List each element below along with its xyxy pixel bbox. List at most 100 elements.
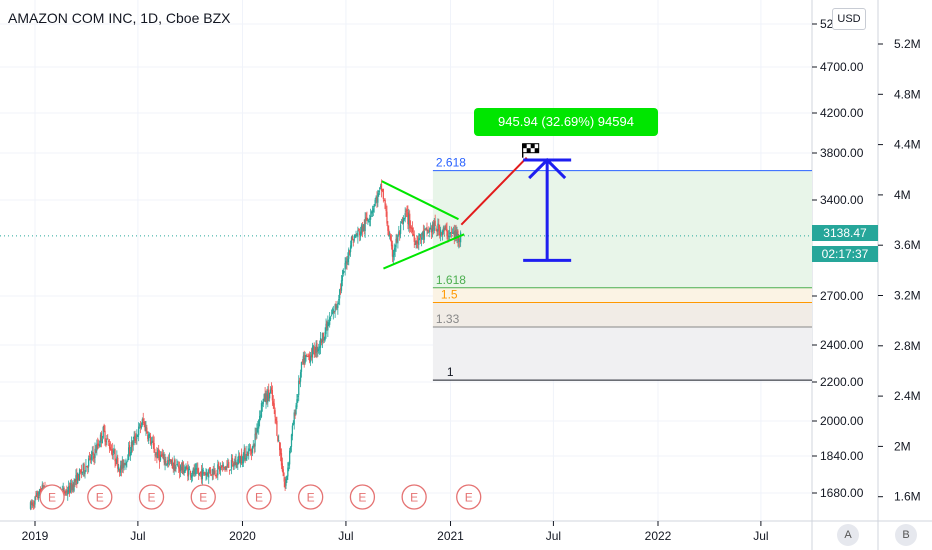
candle-body: [168, 458, 171, 462]
candle-body: [88, 456, 91, 458]
earnings-circle: [456, 484, 482, 510]
candle-body: [141, 419, 143, 425]
fib-zone: [432, 170, 812, 288]
candle-body: [189, 470, 192, 477]
candle-body: [130, 441, 133, 454]
candle-body: [74, 479, 76, 483]
candle-body: [71, 485, 73, 491]
volume-axis-label: 4.4M: [894, 138, 921, 152]
candle-body: [303, 354, 305, 366]
candle-body: [149, 435, 152, 445]
fib-zone: [432, 327, 812, 381]
candle-body: [221, 465, 223, 467]
candle-body: [311, 347, 314, 358]
fib-level-label: 1.5: [441, 288, 458, 302]
candle-body: [126, 461, 128, 463]
earnings-label: E: [307, 491, 315, 505]
earnings-label: E: [358, 491, 366, 505]
candle-body: [305, 355, 307, 357]
candle-body: [430, 227, 432, 230]
candle-body: [103, 424, 105, 432]
candle-body: [346, 262, 348, 264]
candle-body: [152, 440, 154, 446]
candle-body: [95, 450, 97, 453]
candle-body: [367, 220, 369, 222]
candle-body: [349, 245, 352, 253]
candle-body: [98, 444, 101, 447]
candle-body: [145, 427, 147, 432]
candle-body: [436, 229, 438, 233]
candle-body: [397, 235, 399, 244]
candle-body: [273, 403, 275, 409]
candle-body: [403, 218, 405, 220]
candle-body: [247, 453, 249, 456]
candle-body: [432, 222, 434, 229]
earnings-label: E: [148, 491, 156, 505]
candle-body: [176, 464, 178, 466]
candle-body: [240, 454, 243, 464]
candle-body: [354, 234, 356, 238]
candle-body: [198, 472, 200, 476]
candle-body: [253, 446, 255, 448]
candle-body: [87, 466, 89, 468]
candle-body: [326, 321, 328, 329]
candle-body: [380, 183, 383, 191]
candle-body: [328, 323, 330, 325]
log-scale-button[interactable]: B: [895, 524, 917, 546]
candle-body: [313, 346, 315, 355]
fib-level-label: 1.33: [436, 312, 460, 326]
candle-body: [211, 468, 213, 475]
candle-body: [289, 450, 291, 465]
candle-body: [412, 234, 414, 236]
price-axis-label: 3400.00: [820, 193, 864, 207]
candle-body: [344, 262, 346, 270]
candle-body: [171, 459, 173, 469]
auto-scale-button[interactable]: A: [837, 524, 859, 546]
candle-body: [237, 459, 239, 465]
candle-body: [218, 462, 220, 467]
candle-body: [358, 229, 360, 231]
candle-body: [242, 454, 244, 464]
candle-body: [270, 387, 273, 391]
flag-check: [534, 148, 539, 153]
candle-body: [318, 348, 320, 350]
candle-body: [248, 448, 250, 454]
candle-body: [32, 502, 34, 506]
candle-body: [373, 204, 375, 207]
candle-body: [429, 228, 431, 233]
candle-body: [298, 380, 300, 396]
candle-body: [249, 449, 252, 452]
candle-body: [450, 232, 452, 234]
candle-body: [72, 484, 74, 490]
earnings-marker: E: [349, 484, 376, 510]
candle-body: [93, 455, 95, 459]
target-arrow-head: [528, 157, 567, 180]
candle-body: [297, 395, 299, 397]
candle-body: [68, 485, 71, 494]
candle-body: [398, 231, 400, 235]
candle-body: [434, 220, 436, 226]
candle-body: [331, 312, 334, 315]
candle-body: [201, 469, 203, 480]
candle-body: [101, 438, 103, 444]
candle-body: [79, 470, 82, 472]
candle-body: [411, 227, 414, 233]
currency-button[interactable]: USD: [832, 8, 866, 30]
candle-body: [366, 217, 368, 221]
candle-body: [372, 208, 374, 213]
candle-body: [394, 247, 396, 252]
candle-body: [377, 193, 379, 203]
candle-body: [104, 430, 106, 442]
candle-body: [299, 372, 302, 382]
candle-body: [376, 197, 378, 202]
candle-body: [409, 226, 412, 229]
triangle-upper-line: [381, 180, 459, 221]
earnings-label: E: [48, 491, 56, 505]
candle-body: [250, 449, 253, 455]
candle-body: [289, 446, 292, 451]
candle-body: [345, 261, 347, 264]
candle-body: [157, 449, 159, 459]
candle-body: [155, 453, 157, 455]
candle-body: [195, 468, 197, 470]
